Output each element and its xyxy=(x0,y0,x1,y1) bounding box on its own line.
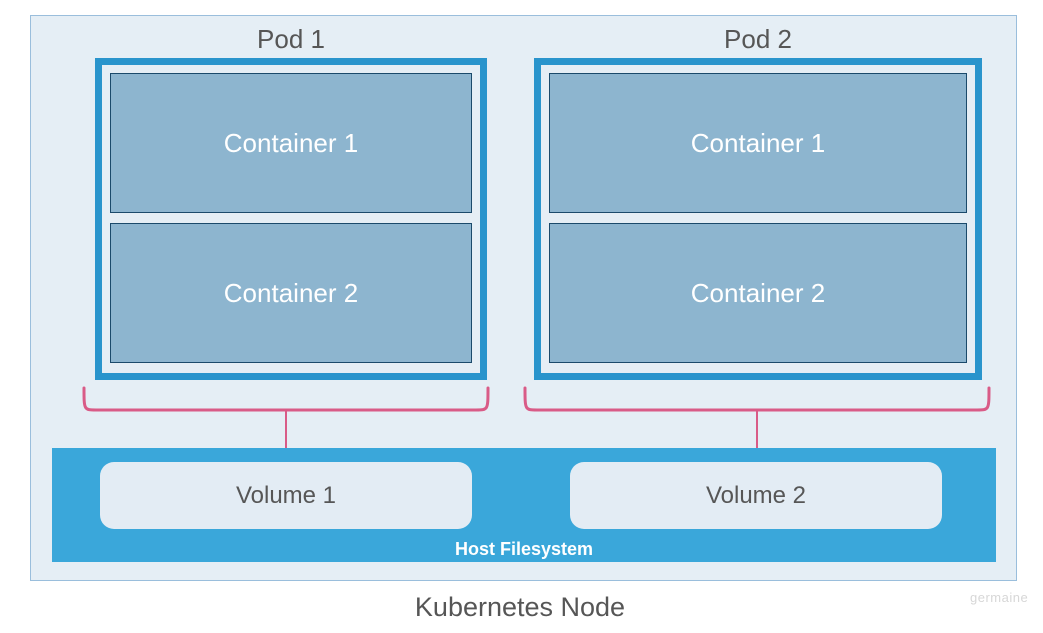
volume-label: Volume 2 xyxy=(706,482,806,510)
bracket-connector-line xyxy=(756,410,758,450)
underbrace xyxy=(525,388,989,410)
volume-box: Volume 1 xyxy=(100,462,472,529)
underbrace xyxy=(84,388,488,410)
host-filesystem-label: Host Filesystem xyxy=(455,539,593,560)
volume-box: Volume 2 xyxy=(570,462,942,529)
watermark-text: germaine xyxy=(970,590,1028,605)
bracket-connector-line xyxy=(285,410,287,450)
node-title: Kubernetes Node xyxy=(340,592,700,623)
volume-label: Volume 1 xyxy=(236,482,336,510)
